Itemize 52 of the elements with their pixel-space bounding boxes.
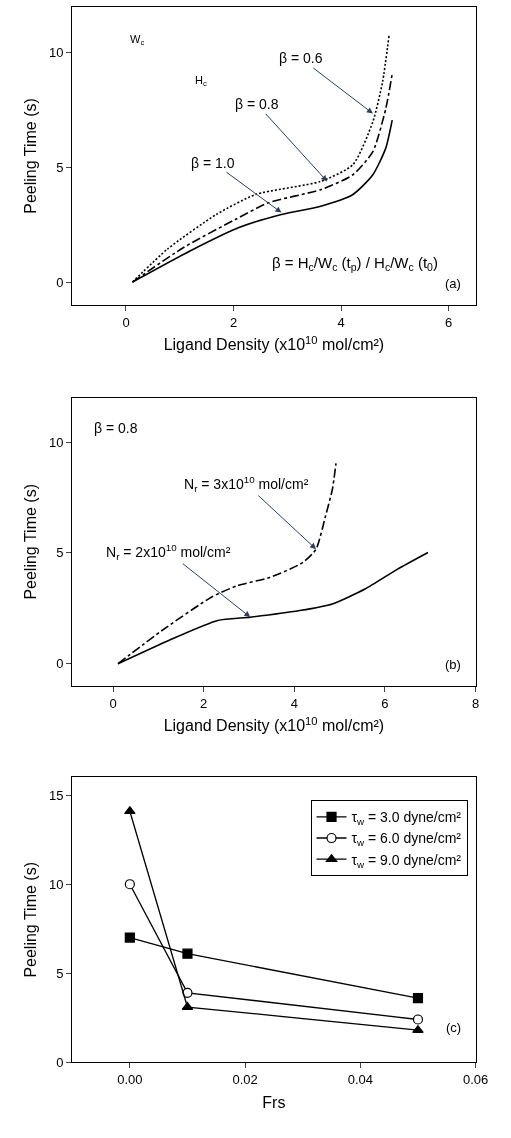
x-tick-label: 4 [337,314,345,330]
y-tick-label: 0 [56,274,64,290]
annotation: H$_{c}$ [195,74,207,89]
legend-label: τ$_{w}$ = 6.0 dyne/cm² [351,830,462,849]
annotation: W$_{c}$ [130,33,145,48]
point [124,879,135,890]
point [182,987,193,998]
y-tick-label: 5 [56,545,64,561]
legend-label: τ$_{w}$ = 9.0 dyne/cm² [351,851,462,870]
x-tick-label: 2 [200,695,208,711]
x-tick-label: 0.02 [232,1071,258,1087]
x-tick-label: 6 [445,314,453,330]
y-tick-label: 0 [56,656,64,672]
x-tick-label: 0.06 [462,1071,489,1087]
y-tick-label: 0 [56,1054,64,1070]
point [124,806,136,815]
y-tick-label: 15 [49,787,64,803]
x-tick-label: 0 [109,695,117,711]
x-tick-label: 2 [229,314,238,330]
annotation: N$_{r}$ = 2x10$^{10}$ mol/cm² [106,542,231,562]
annotation: N$_{r}$ = 3x10$^{10}$ mol/cm² [184,474,309,494]
point [412,1014,424,1025]
x-tick-label: 6 [381,695,389,711]
x-tick-label: 4 [290,695,298,711]
point [412,993,424,1004]
y-tick-label: 5 [56,159,64,175]
point [182,948,193,959]
y-tick-label: 10 [49,876,64,892]
x-tick-label: 0 [122,314,130,330]
annotation: β = 1.0 [191,155,235,171]
x-axis-title: Ligand Density (x10$^{10}$ mol/cm²) [163,333,385,354]
x-axis-title: Ligand Density (x10$^{10}$ mol/cm²) [163,714,385,735]
y-axis-title: Peeling Time (s) [21,484,39,600]
y-axis-title: Peeling Time (s) [21,98,39,214]
x-tick-label: 8 [471,695,480,711]
x-axis-title: Frs [262,1093,286,1111]
x-tick-label: 0.04 [347,1071,373,1087]
annotation: (a) [445,276,461,291]
y-axis-title: Peeling Time (s) [21,862,39,978]
y-tick-label: 5 [56,965,64,981]
annotation: (c) [446,1020,462,1035]
annotation: β = 0.8 [94,420,138,436]
y-tick-label: 10 [49,434,64,450]
annotation: β = 0.6 [279,50,323,66]
annotation: β = 0.8 [235,96,279,112]
y-tick-label: 10 [49,45,64,61]
legend-label: τ$_{w}$ = 3.0 dyne/cm² [351,809,462,828]
point [124,932,135,943]
text: β = H$_{c}$/W$_{c}$ (t$_{p}$) / H$_{c}$/W$_{c}$ (t$_{0}$) [272,254,438,274]
point [412,1025,424,1034]
annotation: (b) [445,657,461,672]
x-tick-label: 0.00 [117,1071,143,1087]
